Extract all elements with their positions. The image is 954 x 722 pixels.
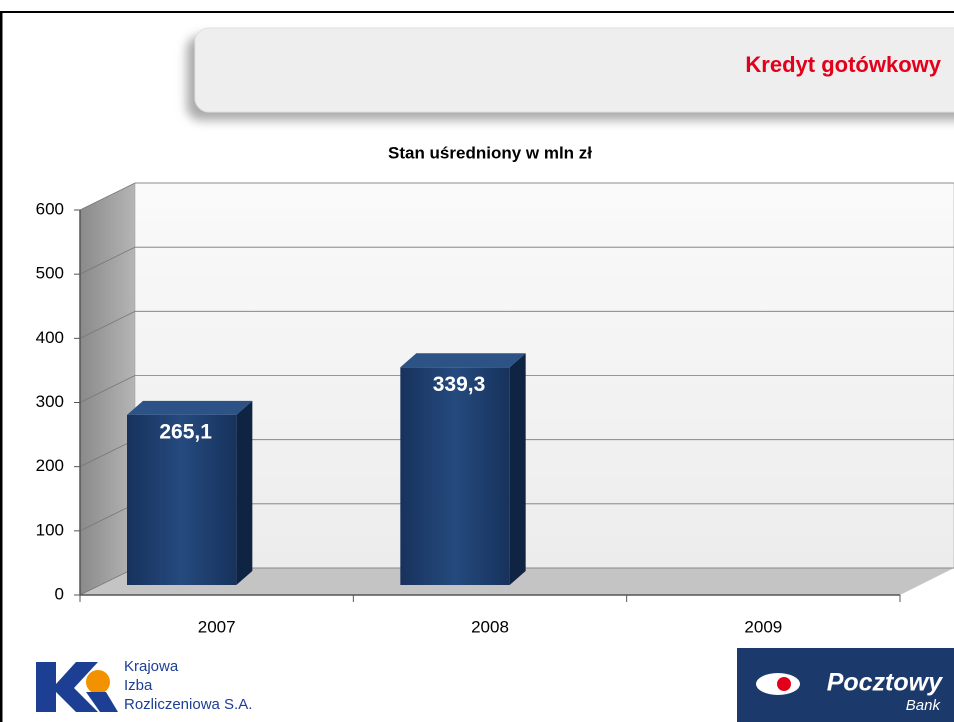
bar-side <box>509 353 526 585</box>
bank-name: Pocztowy <box>827 669 943 697</box>
grid-line <box>79 439 136 468</box>
bank-sub: Bank <box>906 697 942 714</box>
kir-text: Izba <box>124 677 153 694</box>
chart-title: Stan uśredniony w mln zł <box>388 143 592 162</box>
bar-side <box>236 400 253 585</box>
y-tick-label: 300 <box>36 392 64 411</box>
grid-line <box>79 310 136 339</box>
kir-logo: Krajowa Izba Rozliczeniowa S.A. <box>36 658 252 713</box>
bar-top <box>400 353 526 368</box>
kir-text: Krajowa <box>124 658 179 675</box>
y-tick-label: 0 <box>55 584 64 603</box>
grid-line <box>79 375 136 403</box>
x-tick-label: 2008 <box>471 617 509 636</box>
value-label: 339,3 <box>433 373 486 396</box>
bar <box>127 414 237 585</box>
x-tick-label: 2009 <box>744 617 782 636</box>
y-tick-label: 200 <box>36 456 64 475</box>
floor <box>80 568 954 595</box>
bar-top <box>127 400 253 415</box>
grid-line <box>79 246 136 275</box>
value-label: 265,1 <box>159 420 212 443</box>
x-tick-label: 2007 <box>198 617 236 636</box>
kir-dot <box>86 670 110 694</box>
kir-text: Rozliczeniowa S.A. <box>124 696 252 713</box>
kir-leg <box>86 692 118 712</box>
grid-line <box>79 503 136 532</box>
bar <box>400 367 510 585</box>
y-tick-label: 600 <box>36 199 64 218</box>
y-tick-label: 500 <box>36 264 64 283</box>
bank-pupil <box>777 677 791 691</box>
y-tick-label: 100 <box>36 520 64 539</box>
bank-logo: Pocztowy Bank <box>737 648 954 722</box>
y-tick-label: 400 <box>36 328 64 347</box>
header-title: Kredyt gotówkowy <box>745 52 941 77</box>
kir-mark <box>36 662 98 712</box>
header-box <box>194 27 954 113</box>
grid-line <box>79 567 136 596</box>
grid-line <box>79 182 136 211</box>
